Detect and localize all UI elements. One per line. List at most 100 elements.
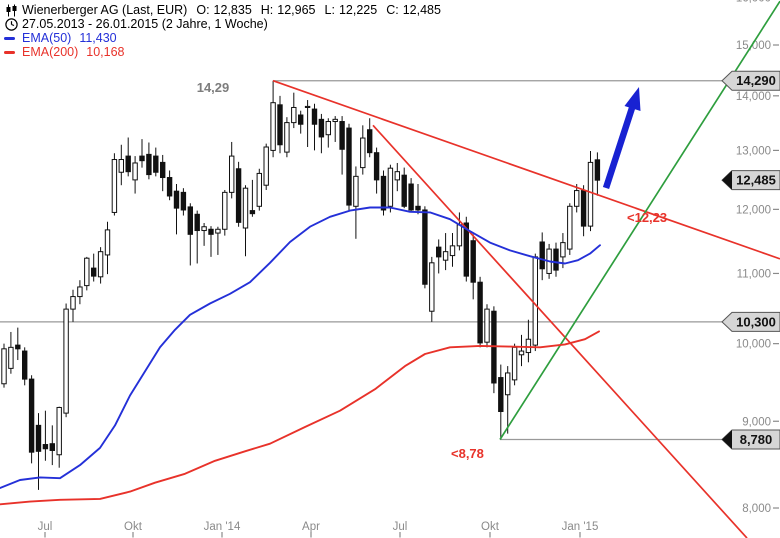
y-axis-label: 10,000 [736,339,771,351]
candle-body-down [470,240,476,283]
candle-body-down [28,378,35,453]
candle-body-down [235,168,242,223]
candle-body-up [394,171,401,181]
y-axis-label: 12,000 [736,204,771,216]
candle-body-down [594,159,601,181]
candle-body-up [505,372,511,396]
candle-body-down [166,177,173,197]
candle-body-up [325,121,332,136]
candle-body-up [353,175,359,207]
candle-body-down [125,155,131,173]
price-tag [721,311,780,332]
ohlc-close: C: 12,485 [386,3,441,17]
annotation-label: <8,78 [451,446,484,461]
candle-body-up [587,161,594,227]
candle-body-up [222,191,228,230]
high-value: 12,965 [277,3,316,17]
candle-body-down [153,155,159,173]
instrument-title: Wienerberger AG (Last, EUR) [22,3,188,17]
close-value: 12,485 [402,3,441,17]
y-axis-label: 14,000 [736,91,771,103]
open-value: 12,835 [213,3,252,17]
x-axis-label: Jul [38,521,53,533]
candle-body-down [91,267,97,277]
clock-icon [4,17,18,31]
ema200-swatch-icon [4,50,15,54]
candle-body-up [532,256,538,346]
candle-body-down [15,344,21,350]
candle-body-down [580,190,587,227]
candle-body-down [42,444,49,450]
candle-body-up [84,257,90,287]
candle-body-down [194,213,200,232]
candle-body-down [22,350,28,380]
candle-body-down [463,222,470,277]
ema50-label: EMA(50) [22,31,72,45]
y-axis-label: 11,000 [737,268,771,280]
y-axis-label: 16,000 [736,0,771,4]
price-tag-label: 14,290 [736,73,776,88]
candle-body-down [422,209,428,285]
candle-body-down [160,161,166,179]
candle-body-up [229,155,235,193]
candlestick-chart-icon [4,4,18,17]
ema50-swatch-icon [4,36,15,40]
candle-body-down [249,210,256,215]
candle-body-up [429,262,435,312]
candle-body-up [56,406,62,456]
price-tag-label: 8,780 [740,432,773,447]
candle-body-up [484,308,490,343]
annotation-label: <12,23 [627,210,667,225]
ohlc-high: H: 12,965 [260,3,316,17]
candle-body-down [498,377,504,412]
ema200-label: EMA(200) [22,45,79,59]
candle-body-up [63,308,69,414]
candle-body-up [387,167,394,207]
candle-body-up [567,205,573,250]
x-axis-label: Okt [481,521,500,533]
period-row: 27.05.2013 - 26.01.2015 (2 Jahre, 1 Woch… [4,17,441,31]
candle-body-down [180,191,187,211]
candle-body-up [201,226,207,232]
candle-body-up [511,346,518,381]
x-axis-label: Jan '15 [562,521,599,533]
candle-body-down [49,443,55,451]
candle-body-down [187,206,194,235]
candle-body-down [436,246,442,258]
price-tag-label: 12,485 [736,173,776,188]
candle-body-up [256,172,263,207]
price-tag-point [722,170,732,190]
annotation-label: 14,29 [197,80,230,95]
y-axis-label: 15,000 [736,40,771,52]
ohlc-low: L: 12,225 [324,3,378,17]
price-tag [721,70,780,91]
candle-body-down [408,183,414,211]
candle-body-up [525,338,532,354]
candle-body-up [263,146,269,186]
x-axis-label: Jul [393,521,408,533]
legend-ema50: EMA(50) 11,430 [4,31,441,45]
candle-body-up [242,187,249,229]
up-arrow-head-icon [624,87,641,111]
x-axis-label: Jan '14 [204,521,241,533]
candle-body-up [518,350,525,356]
price-tag-label: 10,300 [736,314,776,329]
price-tag [721,429,780,450]
candle-body-up [118,159,124,173]
ema-line-EMA(200) [0,330,600,506]
candle-body-up [456,224,463,247]
title-row: Wienerberger AG (Last, EUR) O: 12,835 H: 1… [4,3,441,17]
ohlc-open: O: 12,835 [196,3,252,17]
candle-body-up [70,296,76,310]
candle-body-down [208,228,214,235]
candle-body-up [442,251,449,261]
x-axis-label: Okt [124,521,143,533]
candle-body-up [8,346,14,369]
candle-body-up [360,137,366,169]
candle-body-up [104,229,111,256]
price-tag-point [722,429,732,449]
legend-ema200: EMA(200) 10,168 [4,45,441,59]
candle-body-down [318,118,325,138]
